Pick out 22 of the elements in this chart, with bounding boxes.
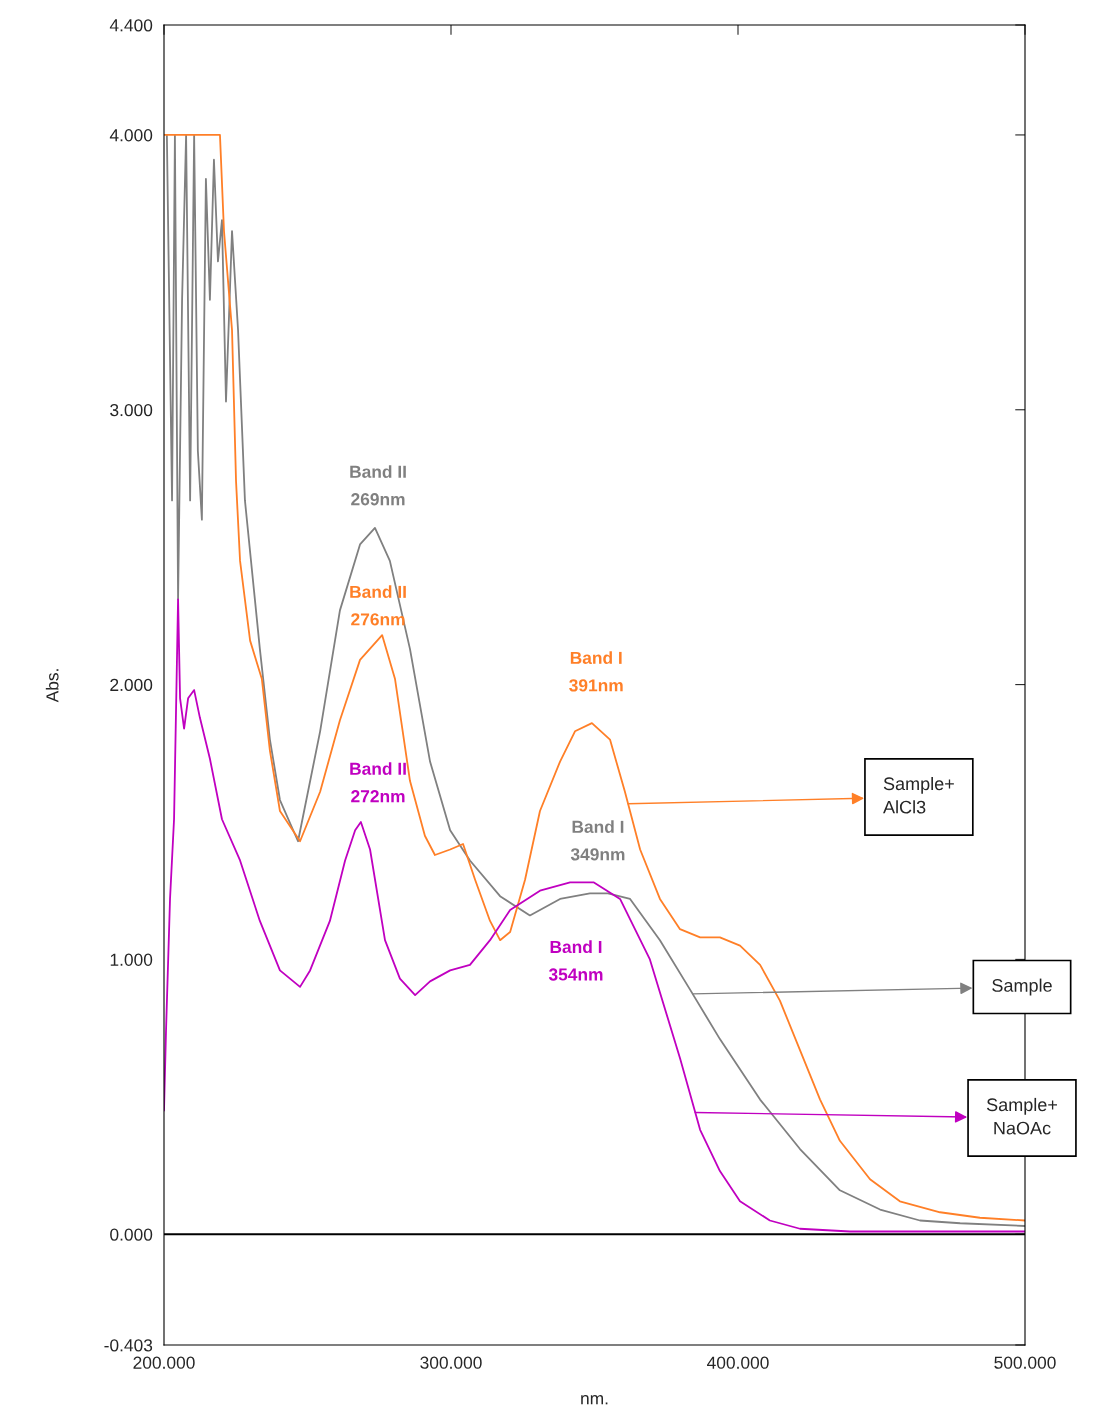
x-tick-label: 500.000 [994, 1356, 1056, 1369]
x-tick-label: 300.000 [420, 1356, 482, 1369]
annotation: Band I 354nm [548, 940, 603, 981]
x-tick-label: 200.000 [133, 1356, 195, 1369]
y-axis-title: Abs. [45, 669, 59, 703]
y-tick-label: 2.000 [110, 678, 153, 692]
legend-label: Sample [992, 978, 1052, 996]
legend-label: Sample+ AlCl3 [883, 776, 954, 814]
y-tick-label: 1.000 [110, 953, 153, 966]
y-tick-label: 4.400 [109, 19, 153, 32]
y-tick-label: -0.403 [104, 1339, 153, 1352]
y-tick-label: 3.000 [110, 403, 153, 417]
annotation: Band II 276nm [350, 585, 406, 626]
x-tick-label: 400.000 [707, 1356, 769, 1369]
annotation: Band I 349nm [570, 820, 625, 861]
annotation: Band I 391nm [569, 651, 623, 692]
annotation: Band II 272nm [350, 762, 406, 803]
y-tick-label: 4.000 [109, 129, 153, 142]
x-axis-title: nm. [581, 1394, 608, 1405]
y-tick-label: 0.000 [110, 1228, 153, 1241]
legend-label: Sample+ NaOAc [986, 1097, 1057, 1135]
annotation: Band II 269nm [350, 465, 406, 506]
